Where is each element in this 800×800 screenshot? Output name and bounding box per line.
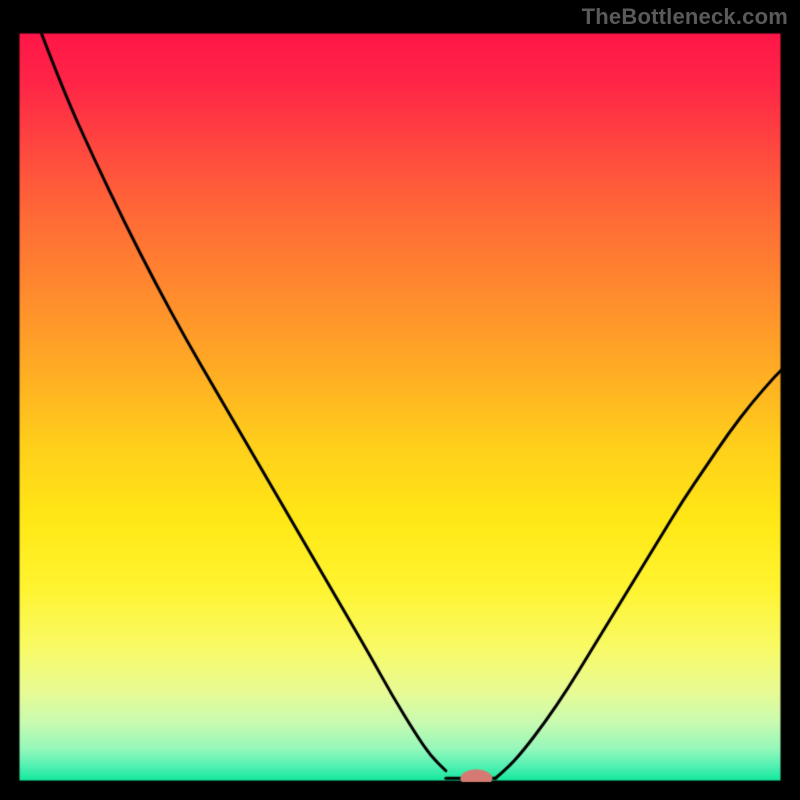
chart-container: TheBottleneck.com	[0, 0, 800, 800]
watermark-text: TheBottleneck.com	[582, 4, 788, 30]
bottleneck-chart-canvas	[0, 0, 800, 800]
